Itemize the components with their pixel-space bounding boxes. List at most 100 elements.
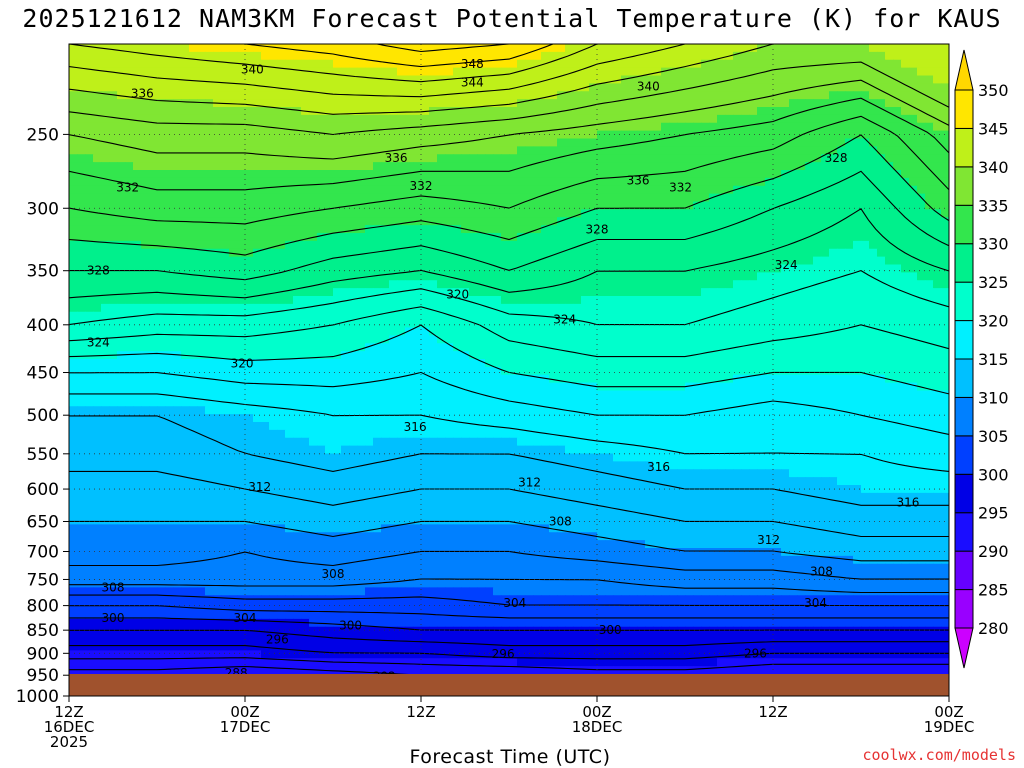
field-cell	[373, 107, 382, 116]
field-cell	[133, 366, 142, 376]
field-cell	[869, 288, 878, 297]
field-cell	[101, 240, 110, 250]
field-cell	[941, 91, 949, 100]
field-cell	[397, 217, 406, 226]
field-cell	[277, 91, 286, 100]
field-cell	[373, 75, 382, 84]
field-cell	[629, 217, 638, 226]
field-cell	[869, 114, 878, 124]
field-cell	[93, 327, 102, 336]
field-cell	[725, 359, 734, 368]
field-cell	[565, 351, 574, 360]
field-cell	[165, 44, 174, 53]
field-cell	[77, 288, 86, 297]
field-cell	[629, 154, 638, 163]
field-cell	[165, 67, 174, 77]
field-cell	[109, 162, 118, 171]
field-cell	[325, 201, 334, 210]
field-cell	[709, 162, 718, 171]
field-cell	[405, 59, 414, 69]
field-cell	[645, 248, 654, 258]
field-cell	[837, 303, 846, 313]
field-cell	[613, 44, 622, 53]
field-cell	[125, 264, 134, 273]
field-cell	[285, 288, 294, 297]
field-cell	[629, 335, 638, 344]
field-cell	[829, 170, 838, 179]
field-cell	[573, 240, 582, 250]
field-cell	[277, 185, 286, 195]
field-cell	[317, 75, 326, 84]
field-cell	[829, 201, 838, 210]
field-cell	[349, 177, 358, 187]
field-cell	[365, 130, 374, 140]
field-cell	[701, 351, 710, 360]
field-cell	[117, 185, 126, 195]
field-cell	[821, 138, 830, 147]
field-cell	[885, 114, 894, 124]
field-cell	[789, 75, 798, 84]
field-cell	[661, 256, 670, 266]
field-cell	[421, 75, 430, 84]
field-cell	[357, 390, 366, 399]
field-cell	[413, 272, 422, 281]
field-cell	[461, 67, 470, 77]
field-cell	[181, 398, 190, 407]
field-cell	[885, 335, 894, 344]
field-cell	[741, 240, 750, 250]
field-cell	[805, 256, 814, 266]
field-cell	[701, 296, 710, 305]
field-cell	[389, 351, 398, 360]
field-cell	[101, 59, 110, 69]
field-cell	[189, 162, 198, 171]
field-cell	[469, 170, 478, 179]
field-cell	[285, 374, 294, 384]
field-cell	[349, 91, 358, 100]
field-cell	[333, 122, 342, 132]
field-cell	[837, 67, 846, 77]
field-cell	[613, 280, 622, 289]
field-cell	[261, 193, 270, 203]
field-cell	[933, 319, 942, 329]
field-cell	[221, 107, 230, 116]
field-cell	[245, 177, 254, 187]
field-cell	[381, 75, 390, 84]
field-cell	[285, 256, 294, 266]
field-cell	[941, 280, 949, 289]
field-cell	[605, 107, 614, 116]
field-cell	[245, 264, 254, 273]
field-cell	[349, 390, 358, 399]
field-cell	[261, 170, 270, 179]
field-cell	[157, 303, 166, 313]
field-cell	[117, 390, 126, 399]
field-cell	[141, 256, 150, 266]
field-cell	[605, 201, 614, 210]
field-cell	[909, 170, 918, 179]
field-cell	[173, 209, 182, 218]
field-cell	[237, 44, 246, 53]
field-cell	[477, 335, 486, 344]
field-cell	[509, 122, 518, 132]
field-cell	[805, 366, 814, 376]
field-cell	[765, 335, 774, 344]
field-cell	[229, 335, 238, 344]
field-cell	[821, 44, 830, 53]
field-cell	[213, 233, 222, 242]
field-cell	[941, 382, 949, 392]
field-cell	[733, 209, 742, 218]
field-cell	[565, 209, 574, 218]
field-cell	[781, 359, 790, 368]
field-cell	[725, 272, 734, 281]
field-cell	[821, 67, 830, 77]
field-cell	[429, 280, 438, 289]
field-cell	[517, 83, 526, 92]
field-cell	[93, 162, 102, 171]
field-cell	[589, 256, 598, 266]
field-cell	[77, 193, 86, 203]
field-cell	[901, 67, 910, 77]
field-cell	[461, 359, 470, 368]
field-cell	[581, 311, 590, 321]
field-cell	[589, 154, 598, 163]
field-cell	[69, 351, 78, 360]
field-cell	[93, 319, 102, 329]
